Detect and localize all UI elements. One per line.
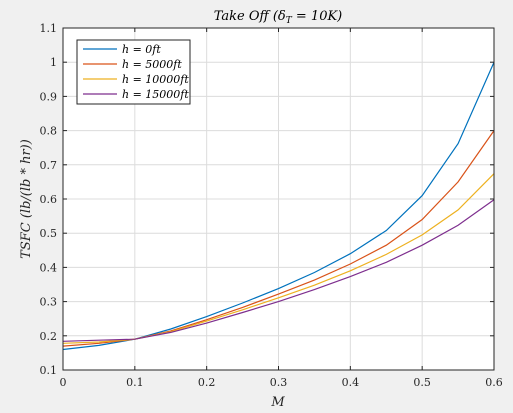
legend: h = 0ft h = 5000ft h = 10000ft h = 15000ft [76,39,191,105]
legend-label-0: h = 0ft [122,43,161,56]
y-tick-label: 0.1 [40,364,58,377]
y-tick-label: 1.1 [40,22,58,35]
y-tick-label: 0.3 [40,296,58,309]
y-ticks: 0.1 0.2 0.3 0.4 0.5 0.6 0.7 0.8 0.9 1 1.1 [40,22,494,377]
x-tick-label: 0.5 [413,376,431,389]
y-tick-label: 0.4 [40,261,58,274]
series-lines [62,61,495,351]
legend-label-3: h = 15000ft [122,88,189,101]
y-tick-label: 0.2 [40,330,58,343]
y-axis-label: TSFC (lb/(lb * hr)) [19,139,34,259]
y-tick-label: 1 [50,56,57,69]
legend-label-1: h = 5000ft [122,58,182,71]
x-axis-label: M [270,395,285,410]
x-tick-label: 0.6 [485,376,503,389]
y-tick-label: 0.9 [40,90,58,103]
legend-box [76,39,191,105]
legend-label-2: h = 10000ft [122,73,189,86]
series-line-3 [62,199,495,342]
y-tick-label: 0.5 [40,227,58,240]
x-tick-label: 0.1 [126,376,144,389]
x-ticks: 0 0.1 0.2 0.3 0.4 0.5 0.6 [60,28,503,389]
x-tick-label: 0.2 [198,376,216,389]
y-tick-label: 0.8 [40,125,58,138]
chart-title: Take Off (δT = 10K) [214,9,343,26]
y-tick-label: 0.7 [40,159,58,172]
x-tick-label: 0.3 [270,376,288,389]
x-tick-label: 0.4 [342,376,360,389]
y-tick-label: 0.6 [40,193,58,206]
x-tick-label: 0 [60,376,67,389]
